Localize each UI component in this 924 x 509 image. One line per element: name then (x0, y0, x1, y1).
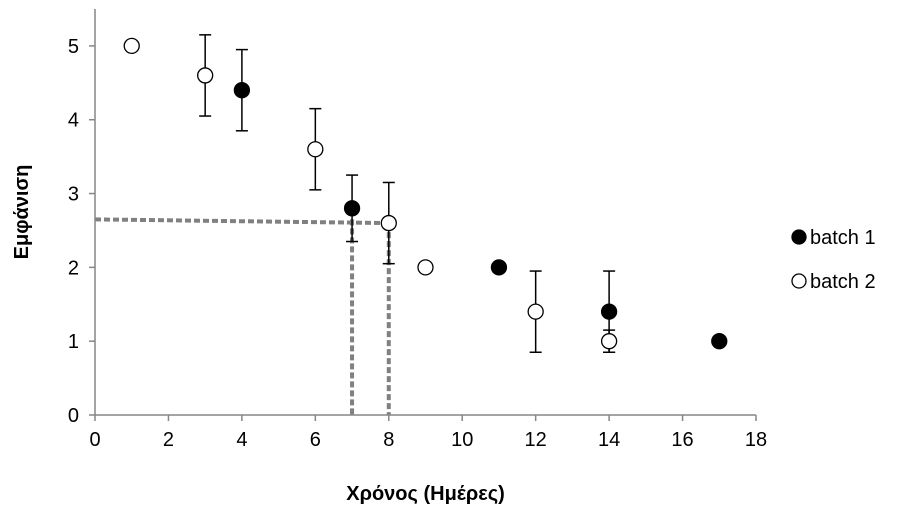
data-point-batch-1 (600, 303, 618, 320)
legend-marker-batch-2 (791, 273, 807, 289)
data-point-batch-2 (307, 141, 324, 158)
data-point-batch-1 (711, 333, 728, 350)
y-tick-label: 1 (68, 331, 79, 353)
axes (94, 9, 756, 416)
y-tick-label: 0 (68, 405, 79, 427)
data-point-batch-2 (197, 67, 214, 84)
data-point-batch-2 (600, 333, 618, 350)
data-point-batch-1 (490, 259, 508, 276)
reference-line (94, 217, 389, 226)
data-point-batch-2 (380, 214, 397, 232)
legend-label-batch-1: batch 1 (810, 227, 876, 249)
y-tick-label: 4 (68, 110, 79, 132)
legend-label-batch-2: batch 2 (810, 271, 876, 293)
legend-marker-batch-1 (791, 229, 807, 245)
data-point-batch-2 (123, 37, 140, 55)
y-tick-label: 5 (68, 36, 79, 58)
data-point-batch-1 (343, 200, 361, 217)
data-point-batch-2 (527, 303, 544, 320)
x-tick-label: 2 (163, 429, 174, 451)
x-tick-label: 16 (671, 429, 693, 451)
y-axis-title: Εμφάνιση (11, 165, 33, 260)
error-bars (199, 34, 616, 354)
y-tick-label: 2 (68, 257, 79, 279)
x-tick-label: 6 (310, 429, 321, 451)
data-point-batch-1 (233, 82, 251, 99)
x-tick-label: 0 (89, 429, 100, 451)
x-tick-label: 14 (598, 429, 620, 451)
x-tick-label: 12 (525, 429, 547, 451)
reference-lines (94, 217, 391, 415)
y-tick-label: 3 (68, 184, 79, 206)
data-point-batch-2 (417, 259, 434, 276)
x-tick-label: 4 (236, 429, 247, 451)
x-tick-label: 18 (745, 429, 767, 451)
x-tick-label: 8 (383, 429, 394, 451)
x-axis-title: Χρόνος (Ημέρες) (346, 483, 505, 505)
data-points (123, 37, 728, 350)
x-tick-label: 10 (451, 429, 473, 451)
legend: batch 1 batch 2 (791, 227, 876, 293)
